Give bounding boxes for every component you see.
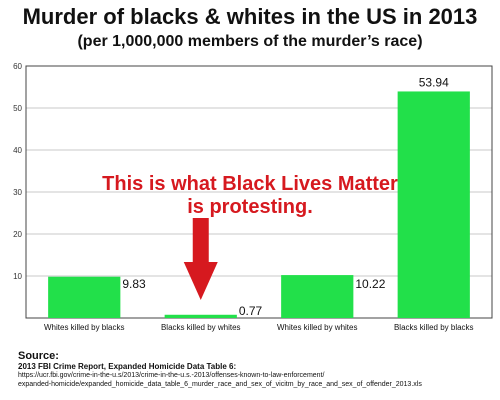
source-name: 2013 FBI Crime Report, Expanded Homicide… [18,362,237,371]
source-url-line-1: https://ucr.fbi.gov/crime-in-the-u.s/201… [18,372,325,379]
source-heading: Source: [18,350,59,362]
bar-value-label: 10.22 [355,277,385,291]
bar [164,314,237,318]
y-tick-label: 30 [13,188,22,197]
x-category-label: Blacks killed by blacks [394,323,474,332]
x-category-label: Blacks killed by whites [161,323,241,332]
y-tick-label: 60 [13,62,22,71]
x-category-label: Whites killed by whites [277,323,357,332]
bar [48,276,121,318]
source-url-line-2: expanded-homicide/expanded_homicide_data… [18,381,422,388]
x-category-label: Whites killed by blacks [44,323,124,332]
arrow-shaft [192,218,209,262]
chart-title: Murder of blacks & whites in the US in 2… [22,4,478,29]
bar-value-label: 53.94 [419,75,449,89]
y-tick-label: 50 [13,104,22,113]
y-tick-label: 10 [13,272,22,281]
bar [397,91,470,319]
chart-subtitle: (per 1,000,000 members of the murder’s r… [77,33,423,50]
y-tick-label: 20 [13,230,22,239]
bar-value-label: 9.83 [122,277,146,291]
bar-value-label: 0.77 [239,304,263,318]
y-tick-label: 40 [13,146,22,155]
bar [281,275,354,318]
arrow-head [183,262,218,300]
plot-frame [25,65,493,319]
